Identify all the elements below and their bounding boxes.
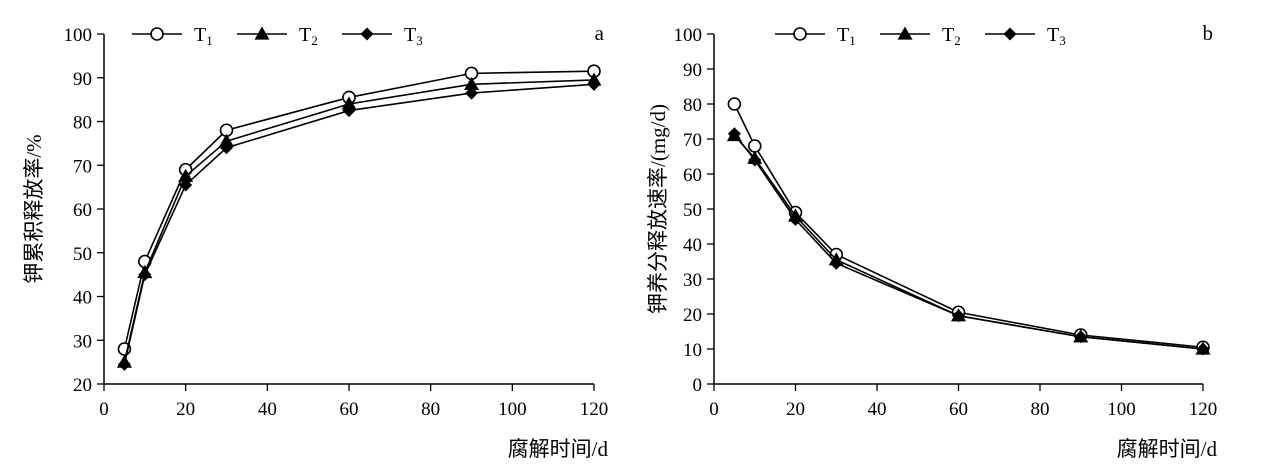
y-axis-title: 钾养分释放速率/(mg/d) [646, 104, 670, 314]
y-tick-label: 30 [683, 270, 702, 291]
legend-label: T2 [299, 24, 318, 48]
series-T3 [727, 127, 1210, 356]
x-tick-label: 80 [1031, 399, 1050, 420]
x-axis-title: 腐解时间/d [508, 437, 609, 461]
y-tick-label: 90 [73, 69, 92, 90]
series-T2 [116, 72, 602, 368]
y-tick-label: 70 [73, 156, 92, 177]
data-point [341, 96, 357, 110]
chart-panel-b: 0 10 20 30 40 50 60 70 80 90 100 0 20 40 60 80 100 120 腐解时… [646, 21, 1218, 461]
x-tick-label: 20 [786, 399, 805, 420]
data-point [219, 133, 234, 147]
y-tick-label: 40 [683, 235, 702, 256]
x-tick-label: 100 [498, 399, 527, 420]
legend-label: T2 [942, 24, 961, 48]
data-point [1196, 342, 1210, 356]
x-tick-label: 0 [709, 399, 719, 420]
series-T1 [117, 64, 601, 356]
data-point [465, 86, 478, 100]
x-tick-label: 120 [580, 399, 609, 420]
x-tick-label: 40 [868, 399, 887, 420]
panel-label: b [1203, 21, 1214, 45]
data-point [952, 309, 965, 323]
series-line [123, 79, 595, 363]
x-tick-label: 100 [1107, 399, 1136, 420]
x-tick-label: 40 [258, 399, 277, 420]
data-point [138, 268, 152, 282]
data-point [220, 141, 233, 155]
legend-item: T3 [985, 24, 1066, 48]
y-tick-label: 80 [683, 95, 702, 116]
y-axis-title: 钾累积释放率/% [22, 134, 46, 283]
data-point [587, 77, 601, 91]
y-tick-label: 60 [73, 200, 92, 221]
data-point [829, 256, 843, 270]
x-tick-label: 60 [340, 399, 359, 420]
y-tick-label: 20 [683, 305, 702, 326]
data-point [1074, 330, 1088, 344]
y-tick-label: 20 [73, 375, 92, 396]
panel-label: a [595, 21, 605, 45]
y-tick-label: 70 [683, 130, 702, 151]
legend-item: T2 [880, 24, 961, 48]
data-point [747, 139, 762, 153]
y-tick-label: 50 [683, 200, 702, 221]
legend: T1 T2 T3 [132, 24, 423, 48]
legend-label: T1 [194, 24, 213, 48]
y-tick-label: 90 [683, 60, 702, 81]
data-point [727, 97, 742, 111]
legend-item: T1 [775, 24, 856, 48]
legend-marker [897, 26, 913, 40]
y-tick-label: 40 [73, 288, 92, 309]
legend-label: T1 [837, 24, 856, 48]
data-point [179, 178, 193, 192]
y-tick-label: 100 [674, 25, 703, 46]
series-line [123, 70, 595, 350]
y-tick-label: 50 [73, 244, 92, 265]
x-tick-label: 20 [176, 399, 195, 420]
y-tick-label: 0 [693, 375, 703, 396]
legend-marker [360, 27, 374, 41]
data-point [464, 76, 479, 90]
data-point [727, 127, 741, 141]
x-tick-label: 120 [1189, 399, 1218, 420]
y-tick-label: 30 [73, 331, 92, 352]
data-point [178, 168, 194, 182]
data-point [748, 153, 762, 167]
y-tick-label: 80 [73, 113, 92, 134]
series-line [733, 133, 1204, 350]
legend-item: T2 [237, 24, 318, 48]
x-tick-label: 60 [949, 399, 968, 420]
legend-marker [150, 27, 164, 41]
legend-marker [793, 27, 807, 41]
x-tick-label: 0 [99, 399, 109, 420]
legend-marker [254, 26, 270, 40]
data-point [342, 104, 356, 118]
data-point [117, 357, 131, 371]
y-tick-label: 100 [64, 25, 93, 46]
chart-panel-a: 20 30 40 50 60 70 80 90 100 0 20 40 60 80 100 120 腐解时间/d… [22, 21, 609, 461]
legend: T1 T2 T3 [775, 24, 1066, 48]
x-tick-label: 80 [421, 399, 440, 420]
series-T3 [117, 77, 601, 371]
legend-marker [1003, 27, 1017, 41]
series-line [123, 83, 595, 365]
x-axis-title: 腐解时间/d [1117, 437, 1218, 461]
legend-item: T1 [132, 24, 213, 48]
legend-label: T3 [404, 24, 423, 48]
series-T2 [726, 128, 1211, 355]
data-point [789, 213, 802, 226]
legend-item: T3 [342, 24, 423, 48]
y-tick-label: 60 [683, 165, 702, 186]
y-tick-label: 10 [683, 340, 702, 361]
legend-label: T3 [1047, 24, 1066, 48]
